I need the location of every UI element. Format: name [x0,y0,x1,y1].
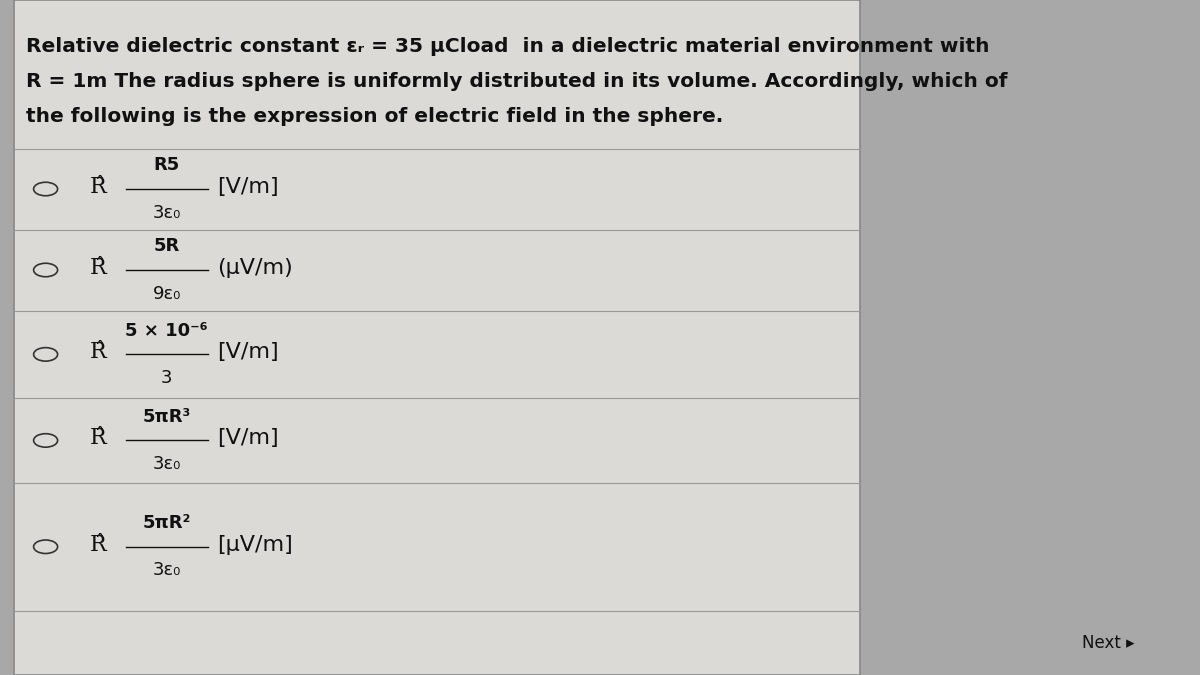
Text: 3ε₀: 3ε₀ [152,455,181,473]
Text: R̂: R̂ [90,257,107,279]
Text: R5: R5 [154,157,180,174]
Text: 3ε₀: 3ε₀ [152,204,181,221]
Text: R̂: R̂ [90,534,107,556]
Text: [μV/m]: [μV/m] [217,535,293,555]
Text: [V/m]: [V/m] [217,429,278,448]
Text: R̂: R̂ [90,176,107,198]
Text: 9ε₀: 9ε₀ [152,285,181,302]
Text: (μV/m): (μV/m) [217,258,293,278]
Text: Relative dielectric constant εᵣ = 35 μCload  in a dielectric material environmen: Relative dielectric constant εᵣ = 35 μCl… [26,37,990,56]
Text: R̂: R̂ [90,342,107,363]
Text: the following is the expression of electric field in the sphere.: the following is the expression of elect… [26,107,724,126]
Text: R̂: R̂ [90,427,107,450]
Text: 3ε₀: 3ε₀ [152,562,181,579]
Text: 5πR³: 5πR³ [143,408,191,426]
Text: [V/m]: [V/m] [217,342,278,362]
Text: 5πR²: 5πR² [143,514,191,532]
Text: 5 × 10⁻⁶: 5 × 10⁻⁶ [126,322,208,340]
Text: Next ▸: Next ▸ [1081,634,1134,651]
Text: 5R: 5R [154,238,180,255]
Bar [14,0,860,675]
Text: 3: 3 [161,369,173,387]
Text: R = 1m The radius sphere is uniformly distributed in its volume. Accordingly, wh: R = 1m The radius sphere is uniformly di… [26,72,1008,91]
Text: [V/m]: [V/m] [217,177,278,197]
